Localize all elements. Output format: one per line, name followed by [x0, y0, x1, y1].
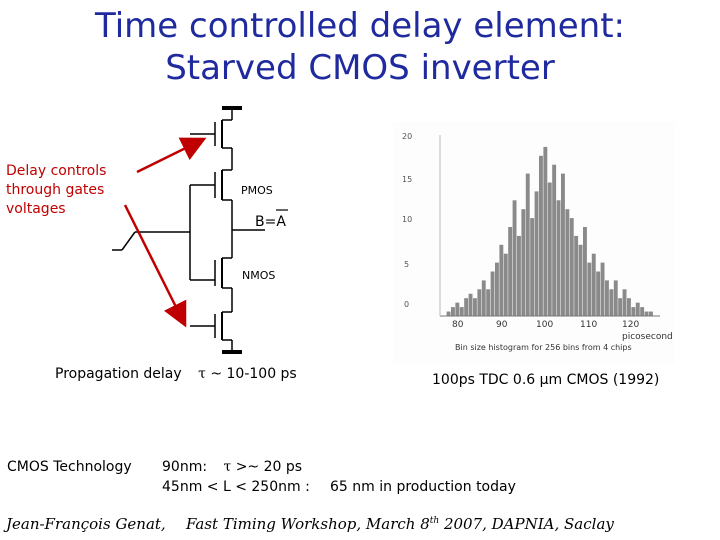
- x-tick-110: 110: [580, 320, 598, 330]
- histogram-bar: [609, 289, 614, 316]
- delay-controls-note: Delay controls through gates voltages: [6, 163, 107, 217]
- propagation-delay: Propagation delay τ ~ 10-100 ps: [55, 366, 297, 382]
- x-tick-80: 80: [452, 320, 464, 330]
- histogram-bar: [552, 164, 557, 316]
- arrow-to-nmos-gate: [123, 204, 187, 328]
- footer-event: Fast Timing Workshop, March 8th 2007, DA…: [186, 515, 614, 533]
- propagation-value: ~ 10-100 ps: [210, 366, 297, 382]
- y-tick-20: 20: [402, 132, 413, 141]
- histogram-bar: [508, 227, 513, 316]
- histogram-bar: [464, 298, 469, 316]
- input-switch: [121, 231, 136, 251]
- title-line-2: Starved CMOS inverter: [165, 48, 555, 88]
- y-tick-10: 10: [402, 215, 413, 224]
- node-90nm-value: >~ 20 ps: [235, 459, 303, 475]
- histogram-bar: [490, 271, 495, 316]
- x-unit-label: picosecond: [622, 332, 673, 342]
- histogram-bar: [451, 307, 455, 316]
- histogram-bar: [644, 311, 649, 316]
- arrow-to-pmos-gate: [136, 137, 207, 174]
- histogram-bar: [600, 262, 605, 316]
- histogram-bar: [605, 280, 609, 316]
- histogram-bar: [543, 146, 548, 316]
- histogram-bar: [591, 253, 596, 316]
- histogram-bar: [495, 262, 499, 316]
- histogram-bar: [468, 293, 473, 316]
- propagation-label: Propagation delay: [55, 366, 182, 382]
- node-90nm: 90nm: τ >~ 20 ps: [162, 459, 302, 475]
- histogram-bar: [596, 271, 601, 316]
- histogram-bar: [547, 182, 552, 316]
- tau-symbol: τ: [198, 366, 206, 382]
- histogram-bar: [534, 191, 539, 316]
- tau-symbol-2: τ: [223, 459, 232, 475]
- histogram-bar: [583, 227, 587, 316]
- histogram-bar: [635, 302, 640, 316]
- histogram-bar: [565, 209, 570, 316]
- histogram-bar: [561, 173, 565, 316]
- nmos-label: NMOS: [242, 269, 276, 282]
- histogram-bar: [473, 298, 477, 316]
- histogram-bar: [525, 173, 530, 316]
- pmos-label: PMOS: [241, 184, 273, 197]
- histogram-bar: [481, 280, 486, 316]
- x-tick-100: 100: [536, 320, 554, 330]
- histogram-bar: [627, 298, 631, 316]
- node-90nm-label: 90nm:: [162, 459, 208, 475]
- y-tick-0: 0: [404, 300, 410, 309]
- histogram-bar: [539, 155, 543, 316]
- histogram-bar: [618, 298, 623, 316]
- output-label: B=A: [255, 214, 286, 230]
- title-line-1: Time controlled delay element:: [95, 6, 625, 46]
- histogram-bar: [530, 218, 535, 316]
- histogram-bar: [477, 289, 482, 316]
- histogram-bar: [503, 253, 508, 316]
- footer-event-sup: th: [429, 516, 440, 526]
- cmos-technology-label: CMOS Technology: [7, 459, 132, 475]
- y-tick-5: 5: [404, 260, 410, 269]
- footer-event-suffix: 2007, DAPNIA, Saclay: [439, 515, 614, 533]
- histogram-bar: [512, 200, 517, 316]
- histogram-bar: [459, 307, 464, 316]
- x-tick-120: 120: [622, 320, 640, 330]
- histogram-bar: [517, 235, 521, 316]
- histogram-bar: [486, 289, 491, 316]
- histogram-bar: [499, 244, 504, 316]
- histogram-bar: [631, 307, 636, 316]
- histogram-bar: [446, 311, 451, 316]
- footer-author: Jean-François Genat,: [6, 515, 166, 533]
- histogram-bar: [574, 235, 579, 316]
- histogram-bar: [556, 200, 561, 316]
- histogram-bar: [587, 262, 592, 316]
- tdc-note: 100ps TDC 0.6 µm CMOS (1992): [432, 372, 660, 388]
- histogram-bar: [455, 302, 460, 316]
- node-range: 45nm < L < 250nm :: [162, 479, 310, 495]
- histogram-caption: Bin size histogram for 256 bins from 4 c…: [455, 343, 632, 352]
- footer-event-prefix: Fast Timing Workshop, March 8: [186, 515, 430, 533]
- histogram-bar: [649, 311, 653, 316]
- production-note: 65 nm in production today: [330, 479, 516, 495]
- histogram-bar: [521, 209, 526, 316]
- histogram-bar: [622, 289, 627, 316]
- histogram-bar: [640, 307, 645, 316]
- histogram-bar: [578, 244, 583, 316]
- histogram-bar: [613, 280, 618, 316]
- histogram-bar: [569, 218, 574, 316]
- x-tick-90: 90: [496, 320, 508, 330]
- y-tick-15: 15: [402, 175, 413, 184]
